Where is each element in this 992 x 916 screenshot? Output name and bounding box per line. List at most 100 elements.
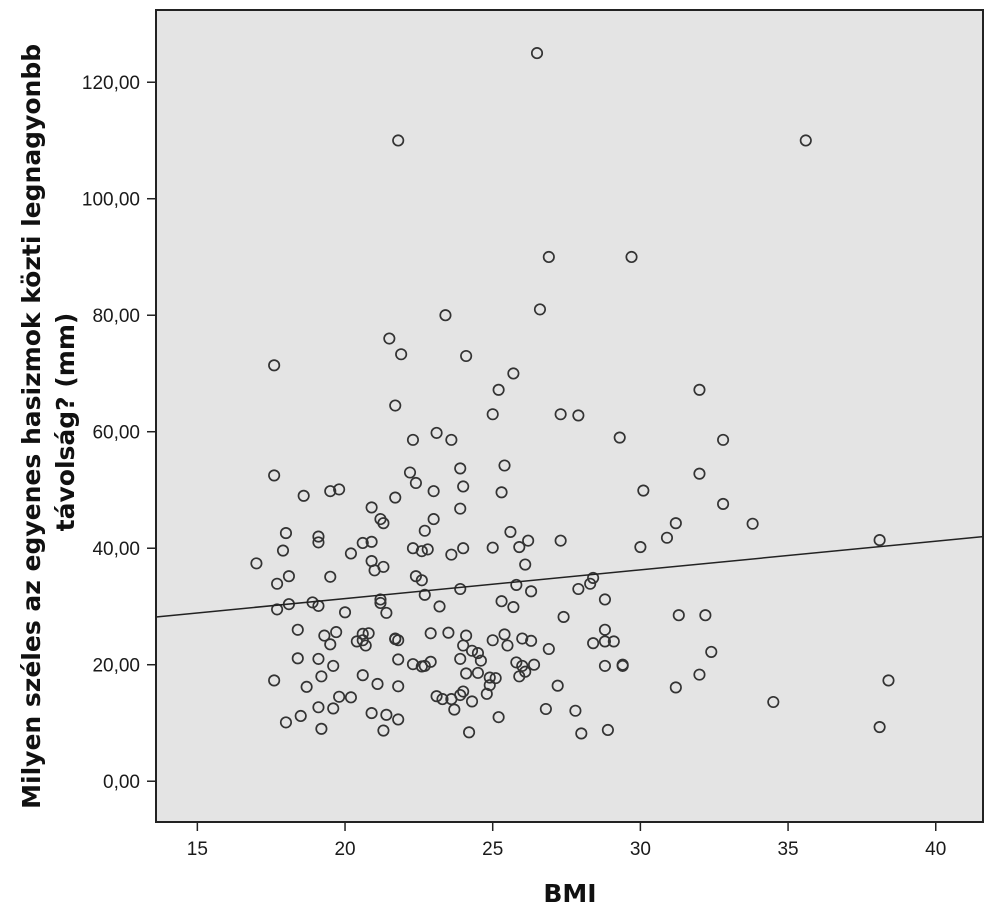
- data-point: [616, 659, 629, 672]
- data-point: [516, 659, 529, 672]
- y-axis: 0,00 20,00 40,00 60,00 80,00 100,00 120,00: [82, 73, 156, 793]
- data-point: [598, 593, 611, 606]
- data-point: [471, 647, 484, 660]
- data-point: [418, 524, 431, 537]
- data-point: [601, 723, 614, 737]
- data-point: [327, 702, 340, 715]
- data-point: [557, 610, 570, 624]
- data-point: [513, 541, 526, 554]
- y-axis-title-line-2: távolság? (mm): [51, 313, 80, 532]
- x-tick-label: 35: [777, 839, 798, 860]
- data-point: [457, 480, 470, 493]
- data-point: [356, 536, 369, 550]
- data-point: [634, 541, 647, 554]
- data-point: [377, 517, 390, 530]
- data-point: [542, 642, 555, 656]
- data-point: [338, 606, 352, 619]
- data-point: [312, 701, 325, 714]
- data-point: [318, 629, 331, 642]
- data-point: [430, 690, 443, 703]
- data-point: [669, 681, 682, 694]
- y-tick-label: 120,00: [82, 73, 140, 94]
- data-point: [330, 626, 343, 639]
- data-point: [324, 570, 337, 583]
- data-point: [486, 541, 499, 554]
- data-point: [315, 722, 328, 735]
- data-point: [415, 545, 428, 558]
- data-point: [433, 600, 446, 613]
- data-point: [767, 695, 780, 709]
- data-point: [519, 558, 532, 571]
- data-point: [392, 713, 405, 726]
- data-point: [359, 639, 372, 652]
- data-point: [587, 637, 600, 650]
- data-point: [442, 626, 455, 639]
- data-point: [717, 433, 730, 446]
- x-tick-label: 25: [482, 839, 503, 860]
- data-point: [693, 383, 706, 396]
- data-point: [598, 623, 611, 636]
- data-point: [717, 497, 730, 511]
- data-point: [327, 659, 340, 672]
- data-point: [439, 309, 452, 322]
- data-point: [660, 531, 674, 544]
- data-point: [587, 571, 600, 584]
- data-point: [268, 674, 281, 687]
- data-point: [480, 687, 493, 700]
- data-point: [460, 667, 473, 680]
- data-point: [873, 534, 886, 547]
- y-tick-label: 20,00: [92, 656, 140, 677]
- data-point: [324, 485, 337, 498]
- data-point: [312, 536, 325, 549]
- data-point: [528, 658, 541, 671]
- data-point: [637, 484, 650, 497]
- data-point: [324, 638, 337, 651]
- data-point: [454, 582, 467, 596]
- data-point: [510, 656, 523, 669]
- data-point: [279, 716, 293, 729]
- data-point: [380, 708, 393, 721]
- data-point: [389, 399, 402, 412]
- data-point: [575, 727, 588, 740]
- data-point: [693, 467, 706, 480]
- data-point: [424, 627, 437, 640]
- data-point: [344, 691, 357, 704]
- plot-area: [155, 9, 984, 823]
- data-point: [365, 707, 378, 720]
- data-point: [492, 711, 505, 724]
- data-point: [300, 680, 313, 693]
- data-point: [598, 659, 611, 672]
- data-point: [516, 632, 529, 645]
- data-point: [525, 585, 538, 598]
- data-point: [501, 639, 514, 652]
- data-point: [312, 530, 325, 543]
- data-point: [392, 634, 405, 647]
- data-point: [291, 652, 304, 665]
- y-tick-label: 100,00: [82, 190, 140, 211]
- data-point: [312, 652, 325, 665]
- data-point: [569, 704, 582, 717]
- data-point: [356, 627, 369, 640]
- data-point: [392, 134, 405, 147]
- data-point: [371, 677, 384, 690]
- data-point: [421, 543, 434, 556]
- x-tick-label: 40: [925, 839, 946, 860]
- data-point: [669, 517, 682, 530]
- data-point: [297, 489, 310, 502]
- data-point: [522, 534, 535, 547]
- data-point: [460, 349, 473, 363]
- data-point: [406, 433, 420, 446]
- data-point: [291, 623, 304, 636]
- data-point: [315, 670, 328, 683]
- data-point: [882, 674, 895, 687]
- data-point: [403, 466, 417, 479]
- data-point: [406, 658, 420, 671]
- data-point: [584, 577, 597, 590]
- y-axis-title: Milyen széles az egyenes hasizmok közti …: [17, 35, 80, 809]
- data-point: [486, 408, 499, 421]
- data-point: [486, 634, 499, 647]
- data-point: [377, 724, 390, 737]
- data-point: [445, 548, 458, 561]
- fit-line: [155, 535, 984, 618]
- data-point: [279, 527, 293, 540]
